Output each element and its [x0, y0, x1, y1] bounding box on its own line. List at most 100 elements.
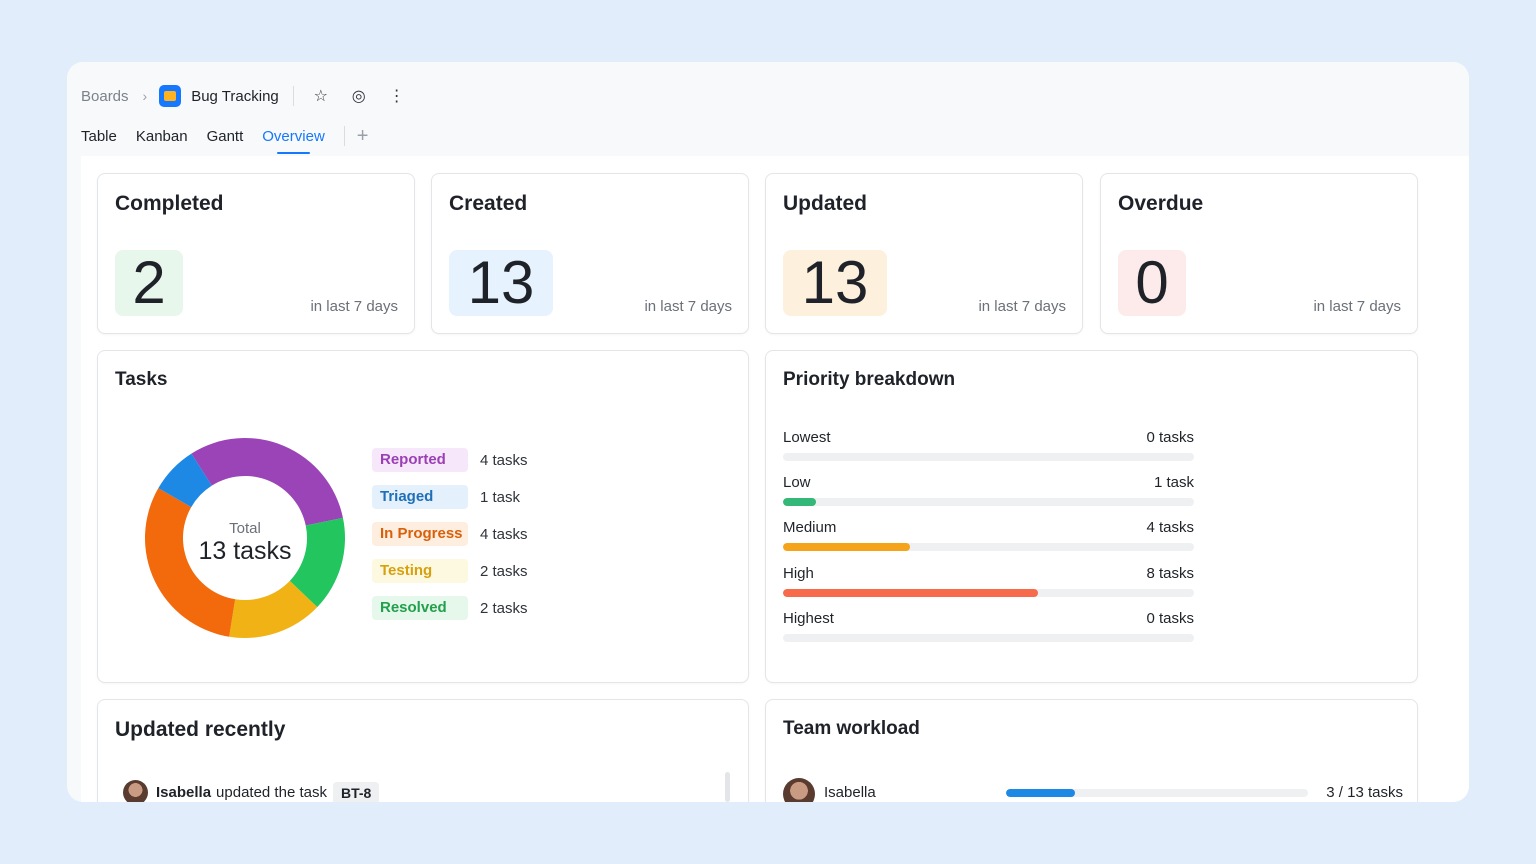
activity-action: updated the task [216, 784, 327, 801]
breadcrumb-boards-link[interactable]: Boards [81, 87, 129, 105]
priority-row-medium: Medium 4 tasks [783, 519, 1194, 551]
priority-label: High [783, 565, 814, 582]
priority-track [783, 634, 1194, 642]
priority-count: 8 tasks [1146, 565, 1194, 582]
stat-title: Updated [783, 192, 867, 215]
status-count: 1 task [480, 488, 521, 506]
member-name: Isabella [824, 784, 876, 801]
legend-item-reported[interactable]: Reported 4 tasks [372, 448, 528, 472]
scrollbar[interactable] [725, 772, 730, 802]
legend-item-testing[interactable]: Testing 2 tasks [372, 559, 528, 583]
priority-track [783, 543, 1194, 551]
board-app-icon [159, 85, 182, 107]
tab-table[interactable]: Table [81, 127, 117, 145]
stat-card-overdue: Overdue 0 in last 7 days [1100, 173, 1418, 334]
status-pill: Triaged [372, 485, 468, 509]
status-count: 2 tasks [480, 562, 528, 580]
priority-count: 0 tasks [1146, 610, 1194, 627]
stat-period: in last 7 days [978, 298, 1066, 315]
priority-label: Low [783, 474, 811, 491]
legend-item-resolved[interactable]: Resolved 2 tasks [372, 596, 528, 620]
priority-row-low: Low 1 task [783, 474, 1194, 506]
priority-bar [783, 543, 911, 551]
priority-bar [783, 498, 816, 506]
activity-user: Isabella [156, 784, 212, 801]
status-pill: In Progress [372, 522, 468, 546]
tab-gantt[interactable]: Gantt [206, 127, 244, 145]
priority-label: Medium [783, 519, 837, 536]
stat-period: in last 7 days [644, 298, 732, 315]
priority-row-high: High 8 tasks [783, 565, 1194, 597]
stat-title: Created [449, 192, 528, 215]
tasks-donut-chart: Total 13 tasks [145, 438, 345, 638]
priority-count: 1 task [1153, 474, 1194, 491]
task-id-tag[interactable]: BT-8 [332, 781, 380, 802]
priority-bar [783, 589, 1038, 597]
priority-row-highest: Highest 0 tasks [783, 610, 1194, 642]
legend-item-in-progress[interactable]: In Progress 4 tasks [372, 522, 528, 546]
workload-track [1006, 789, 1308, 797]
status-count: 2 tasks [480, 599, 528, 617]
donut-slice-resolved[interactable] [289, 517, 345, 608]
workload-row: Isabella 3 / 13 tasks [783, 778, 1403, 802]
donut-slice-reported[interactable] [191, 438, 343, 526]
donut-center-label: Total [229, 520, 261, 537]
donut-slice-testing[interactable] [229, 580, 318, 638]
donut-slice-in-progress[interactable] [145, 488, 236, 637]
team-workload-title: Team workload [783, 718, 920, 739]
tasks-title: Tasks [115, 369, 168, 390]
priority-track [783, 589, 1194, 597]
stat-value: 13 [783, 250, 887, 316]
avatar [783, 778, 815, 802]
board-header: Boards › Bug Tracking ☆ ◎ ⋮ Table Kanban… [67, 62, 1469, 156]
priority-label: Lowest [783, 429, 831, 446]
watch-icon[interactable]: ◎ [351, 88, 366, 105]
app-window: Boards › Bug Tracking ☆ ◎ ⋮ Table Kanban… [67, 62, 1469, 802]
stat-value: 0 [1118, 250, 1186, 316]
team-workload-card: Team workload Isabella 3 / 13 tasks [765, 699, 1418, 802]
priority-title: Priority breakdown [783, 369, 956, 390]
status-pill: Resolved [372, 596, 468, 620]
stat-card-updated: Updated 13 in last 7 days [765, 173, 1083, 334]
star-icon[interactable]: ☆ [313, 88, 328, 105]
tab-kanban[interactable]: Kanban [135, 127, 188, 145]
status-count: 4 tasks [480, 525, 528, 543]
stat-period: in last 7 days [310, 298, 398, 315]
stat-period: in last 7 days [1313, 298, 1401, 315]
chevron-right-icon: › [142, 88, 148, 104]
legend-item-triaged[interactable]: Triaged 1 task [372, 485, 520, 509]
priority-row-lowest: Lowest 0 tasks [783, 429, 1194, 461]
priority-card: Priority breakdown Lowest 0 tasks Low 1 ta… [765, 350, 1418, 683]
add-view-icon[interactable]: + [356, 125, 369, 147]
priority-count: 4 tasks [1146, 519, 1194, 536]
updated-recently-card: Updated recently Isabella updated the ta… [97, 699, 749, 802]
status-count: 4 tasks [480, 451, 528, 469]
stat-value: 13 [449, 250, 553, 316]
stat-card-completed: Completed 2 in last 7 days [97, 173, 415, 334]
breadcrumb: Boards › Bug Tracking ☆ ◎ ⋮ [81, 85, 426, 107]
stat-value: 2 [115, 250, 183, 316]
stat-card-created: Created 13 in last 7 days [431, 173, 749, 334]
view-tabs: Table Kanban Gantt Overview + [81, 125, 369, 154]
priority-track [783, 453, 1194, 461]
activity-item[interactable]: Isabella updated the task BT-8 [123, 780, 380, 802]
stat-title: Overdue [1118, 192, 1204, 215]
tab-overview[interactable]: Overview [262, 127, 325, 154]
stat-title: Completed [115, 192, 224, 215]
status-pill: Reported [372, 448, 468, 472]
donut-center-value: 13 tasks [198, 537, 291, 565]
donut-slice-triaged[interactable] [158, 453, 212, 508]
overview-content: Completed 2 in last 7 days Created 13 in… [81, 156, 1469, 802]
priority-track [783, 498, 1194, 506]
member-task-count: 3 / 13 tasks [1326, 784, 1403, 801]
more-options-icon[interactable]: ⋮ [388, 88, 405, 105]
status-pill: Testing [372, 559, 468, 583]
tabs-divider [343, 126, 345, 146]
header-divider [292, 86, 294, 106]
priority-count: 0 tasks [1146, 429, 1194, 446]
workload-bar [1006, 789, 1076, 797]
tasks-card: Tasks Total 13 tasks Reported 4 tasks Tr… [97, 350, 749, 683]
avatar [123, 780, 148, 802]
priority-label: Highest [783, 610, 834, 627]
board-title[interactable]: Bug Tracking [191, 87, 279, 105]
